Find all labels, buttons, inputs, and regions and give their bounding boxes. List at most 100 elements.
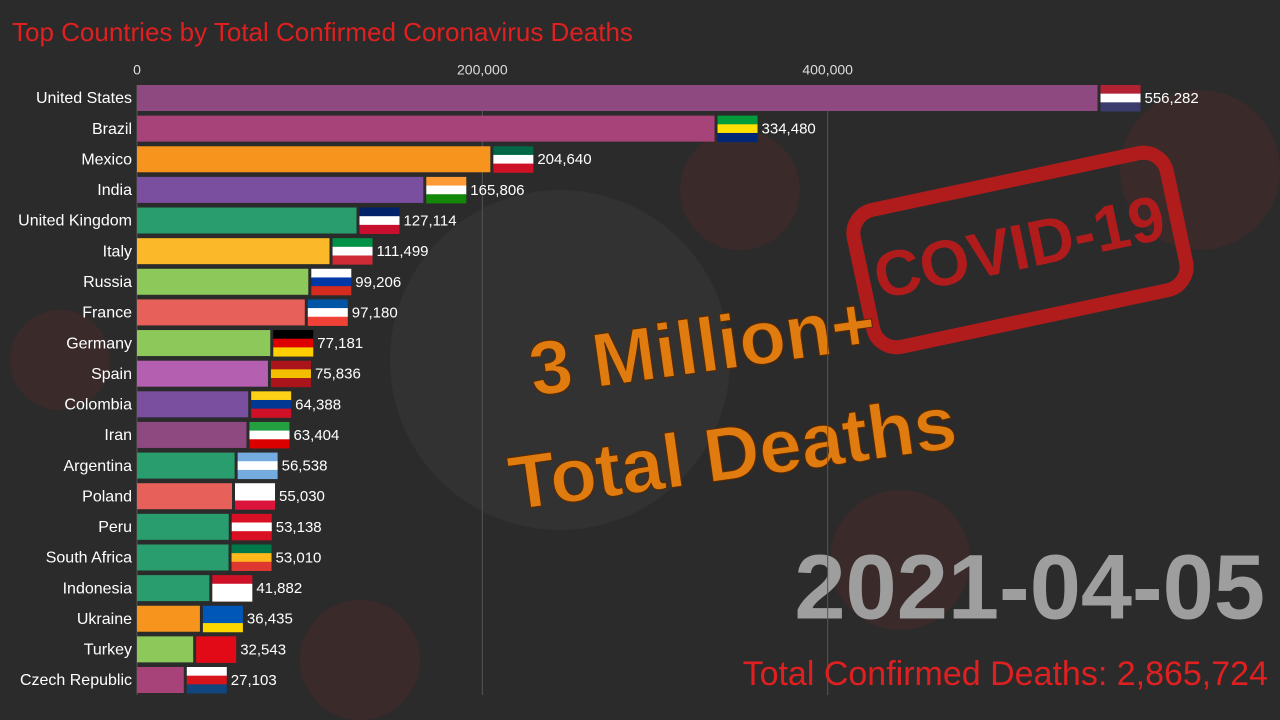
- bar: [137, 605, 200, 632]
- flag-stripe: [426, 185, 467, 195]
- flag-stripe: [251, 391, 292, 401]
- flag-stripe: [273, 338, 314, 348]
- value-label: 64,388: [295, 396, 341, 413]
- flag-stripe: [231, 522, 272, 532]
- flag-stripe: [332, 238, 373, 248]
- y-tick-label: India: [97, 182, 132, 199]
- flag-stripe: [307, 316, 348, 326]
- flag-stripe: [1100, 85, 1141, 95]
- value-label: 556,282: [1145, 90, 1199, 107]
- flag-stripe: [307, 299, 348, 309]
- value-label: 36,435: [247, 611, 293, 628]
- y-tick-label: Turkey: [84, 642, 132, 659]
- bar: [137, 146, 491, 173]
- bar: [137, 513, 229, 540]
- y-tick-label: Indonesia: [63, 580, 132, 597]
- y-tick-label: Ukraine: [77, 611, 132, 628]
- bar: [137, 299, 305, 326]
- value-label: 111,499: [377, 243, 429, 260]
- y-tick-label: United Kingdom: [18, 213, 132, 230]
- bar: [137, 268, 309, 295]
- flag-stripe: [311, 286, 352, 296]
- flag-stripe: [196, 645, 237, 655]
- flag-stripe: [359, 224, 400, 235]
- flag-stripe: [359, 207, 400, 217]
- flag-stripe: [717, 132, 758, 143]
- bar: [137, 421, 247, 448]
- flag-stripe: [249, 421, 290, 432]
- flag-stripe: [493, 163, 534, 173]
- value-label: 53,010: [276, 549, 322, 566]
- flag-stripe: [186, 675, 227, 685]
- flag-stripe: [212, 575, 253, 585]
- y-tick-label: Russia: [83, 274, 132, 291]
- flag-stripe: [212, 583, 253, 593]
- bar: [137, 452, 235, 479]
- bar: [137, 544, 229, 571]
- value-label: 77,181: [317, 335, 363, 352]
- y-tick-label: Mexico: [81, 151, 132, 168]
- bar: [137, 575, 210, 602]
- y-tick-label: Spain: [91, 366, 132, 383]
- flag-stripe: [273, 330, 314, 340]
- flag-stripe: [249, 439, 290, 449]
- value-label: 165,806: [470, 182, 524, 199]
- value-label: 53,138: [276, 519, 322, 536]
- bar: [137, 667, 184, 693]
- flag-stripe: [237, 452, 278, 462]
- value-label: 127,114: [403, 212, 456, 229]
- flag-stripe: [273, 347, 314, 357]
- flag-stripe: [202, 614, 243, 624]
- value-label: 75,836: [315, 366, 361, 383]
- value-label: 32,543: [240, 641, 286, 658]
- value-label: 56,538: [282, 458, 328, 475]
- flag-stripe: [202, 623, 243, 633]
- flag-stripe: [270, 360, 311, 370]
- flag-stripe: [493, 154, 534, 165]
- value-label: 27,103: [231, 672, 277, 689]
- y-tick-label: Brazil: [92, 121, 132, 138]
- value-label: 204,640: [537, 151, 591, 168]
- flag-stripe: [359, 216, 400, 226]
- flag-stripe: [251, 408, 292, 418]
- flag-stripe: [717, 124, 758, 134]
- bar: [137, 176, 424, 203]
- value-label: 334,480: [762, 121, 816, 138]
- bar: [137, 636, 194, 663]
- flag-stripe: [249, 430, 290, 440]
- flag-stripe: [196, 653, 237, 663]
- y-tick-label: Colombia: [64, 397, 132, 414]
- bar: [137, 238, 330, 265]
- flag-stripe: [332, 255, 373, 265]
- y-tick-label: United States: [36, 90, 132, 107]
- flag-stripe: [251, 399, 292, 410]
- flag-stripe: [235, 483, 276, 493]
- chart-title: Top Countries by Total Confirmed Coronav…: [12, 17, 633, 47]
- x-tick-label: 200,000: [457, 62, 508, 78]
- flag-stripe: [186, 667, 227, 677]
- y-tick-label: Italy: [103, 243, 132, 260]
- flag-stripe: [307, 308, 348, 318]
- flag-stripe: [426, 194, 467, 204]
- y-tick-label: Argentina: [64, 458, 133, 475]
- flag-stripe: [196, 636, 237, 646]
- flag-stripe: [235, 500, 276, 510]
- value-label: 99,206: [355, 274, 401, 291]
- flag-stripe: [212, 592, 253, 602]
- flag-stripe: [231, 544, 272, 554]
- flag-stripe: [1100, 93, 1141, 103]
- flag-stripe: [231, 553, 272, 563]
- flag-stripe: [202, 605, 243, 615]
- bar: [137, 391, 249, 418]
- total-label: Total Confirmed Deaths: 2,865,724: [743, 655, 1268, 693]
- flag-stripe: [231, 531, 272, 541]
- x-tick-label: 400,000: [802, 62, 853, 78]
- bar: [137, 483, 233, 510]
- value-label: 97,180: [352, 304, 398, 321]
- flag-stripe: [237, 469, 278, 480]
- value-label: 63,404: [293, 427, 339, 444]
- virus-background: [10, 90, 1280, 720]
- y-tick-label: Iran: [104, 427, 132, 444]
- flag-stripe: [231, 513, 272, 524]
